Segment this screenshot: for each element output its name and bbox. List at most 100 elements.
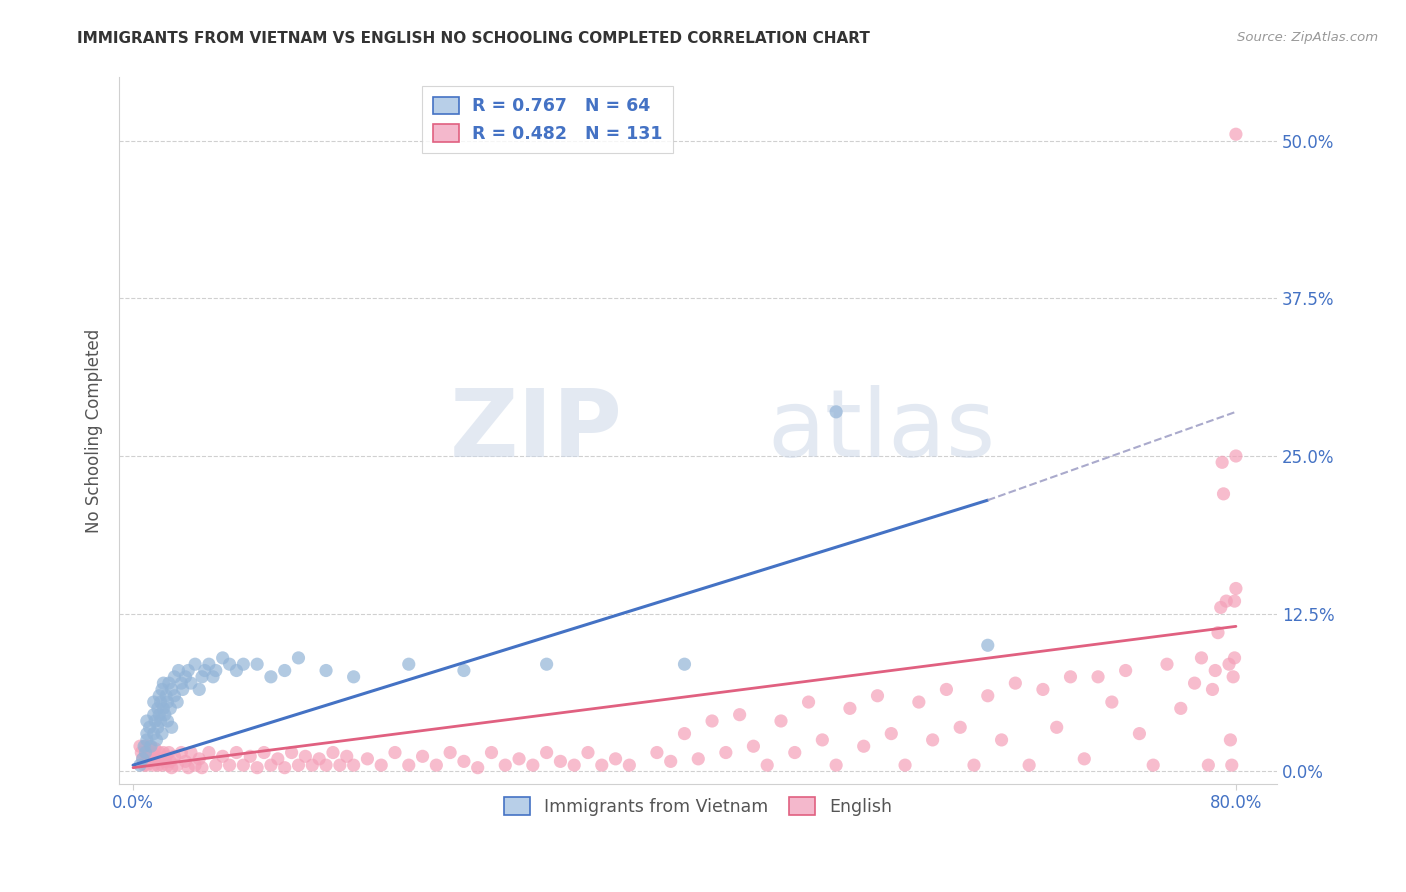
Point: [336, 749, 359, 764]
Point: [673, 657, 696, 672]
Point: [605, 752, 627, 766]
Point: [963, 758, 986, 772]
Point: [1059, 670, 1081, 684]
Point: [700, 714, 723, 728]
Point: [149, 695, 172, 709]
Point: [191, 761, 214, 775]
Point: [329, 758, 352, 772]
Point: [253, 746, 276, 760]
Point: [1004, 676, 1026, 690]
Point: [576, 746, 599, 760]
Legend: Immigrants from Vietnam, English: Immigrants from Vietnam, English: [496, 789, 901, 825]
Point: [1225, 127, 1247, 141]
Point: [287, 651, 309, 665]
Point: [260, 670, 283, 684]
Point: [412, 749, 434, 764]
Point: [148, 689, 170, 703]
Point: [163, 749, 186, 764]
Point: [439, 746, 461, 760]
Point: [166, 695, 188, 709]
Point: [659, 755, 682, 769]
Point: [1184, 676, 1206, 690]
Point: [152, 676, 174, 690]
Point: [160, 761, 183, 775]
Point: [315, 664, 337, 678]
Y-axis label: No Schooling Completed: No Schooling Completed: [86, 328, 103, 533]
Point: [218, 758, 240, 772]
Point: [825, 405, 848, 419]
Point: [425, 758, 447, 772]
Point: [1142, 758, 1164, 772]
Point: [1225, 449, 1247, 463]
Point: [398, 657, 420, 672]
Point: [135, 733, 157, 747]
Point: [343, 670, 366, 684]
Point: [177, 761, 200, 775]
Point: [139, 739, 162, 754]
Point: [280, 746, 302, 760]
Point: [180, 676, 202, 690]
Point: [1156, 657, 1178, 672]
Point: [198, 746, 221, 760]
Point: [301, 758, 323, 772]
Point: [267, 752, 290, 766]
Point: [343, 758, 366, 772]
Point: [935, 682, 957, 697]
Point: [149, 714, 172, 728]
Point: [159, 701, 181, 715]
Point: [191, 670, 214, 684]
Point: [1197, 758, 1219, 772]
Point: [825, 758, 848, 772]
Point: [246, 657, 269, 672]
Point: [141, 746, 163, 760]
Point: [177, 664, 200, 678]
Point: [146, 758, 169, 772]
Point: [273, 761, 295, 775]
Point: [167, 664, 190, 678]
Point: [129, 739, 152, 754]
Point: [1209, 600, 1232, 615]
Point: [1018, 758, 1040, 772]
Point: [1218, 657, 1240, 672]
Point: [135, 726, 157, 740]
Point: [163, 670, 186, 684]
Point: [1222, 670, 1244, 684]
Point: [170, 746, 193, 760]
Point: [153, 755, 176, 769]
Point: [132, 739, 155, 754]
Point: [134, 739, 156, 754]
Point: [188, 682, 211, 697]
Point: [619, 758, 641, 772]
Point: [384, 746, 406, 760]
Point: [131, 752, 153, 766]
Point: [202, 670, 225, 684]
Point: [1215, 594, 1237, 608]
Point: [1211, 455, 1233, 469]
Point: [145, 733, 167, 747]
Point: [174, 670, 197, 684]
Point: [172, 682, 194, 697]
Point: [159, 755, 181, 769]
Point: [132, 758, 155, 772]
Point: [188, 752, 211, 766]
Point: [184, 657, 207, 672]
Point: [134, 746, 156, 760]
Point: [356, 752, 378, 766]
Point: [1115, 664, 1137, 678]
Point: [977, 689, 1000, 703]
Point: [977, 638, 1000, 652]
Point: [149, 752, 172, 766]
Point: [194, 664, 217, 678]
Point: [921, 733, 943, 747]
Point: [562, 758, 585, 772]
Point: [142, 707, 165, 722]
Text: ZIP: ZIP: [450, 384, 623, 476]
Point: [157, 746, 180, 760]
Point: [232, 657, 254, 672]
Point: [155, 749, 177, 764]
Point: [139, 755, 162, 769]
Point: [494, 758, 516, 772]
Point: [152, 746, 174, 760]
Point: [550, 755, 572, 769]
Point: [135, 746, 157, 760]
